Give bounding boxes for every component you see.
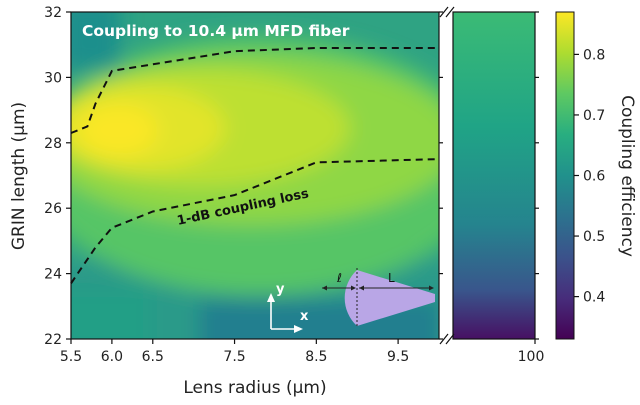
right-axes-frame <box>452 11 536 340</box>
contour-lower <box>70 158 440 284</box>
colorbar-tick-label: 0.8 <box>583 47 605 63</box>
x-axis-label: Lens radius (μm) <box>183 378 326 398</box>
y-tick-label: 28 <box>44 136 62 152</box>
colorbar-tick-label: 0.4 <box>583 290 605 306</box>
y-axis-label: GRIN length (μm) <box>9 102 29 250</box>
inset-label-l: ℓ <box>336 271 342 285</box>
axis-break-marks <box>439 6 455 345</box>
colorbar-tick-label: 0.6 <box>583 169 605 185</box>
y-tick-label: 22 <box>44 332 62 348</box>
main-axes-frame <box>70 11 440 340</box>
colorbar <box>555 11 575 340</box>
x-tick-label: 6.5 <box>142 349 164 365</box>
x-tick-label: 8.5 <box>305 349 327 365</box>
x-indicator-label: x <box>300 309 309 324</box>
colorbar-tick-label: 0.5 <box>583 229 605 245</box>
x-tick-label: 6.0 <box>101 349 123 365</box>
y-tick-label: 24 <box>44 267 62 283</box>
lens-inset: ℓ L <box>322 268 435 328</box>
y-tick-label: 32 <box>44 5 62 21</box>
heatmap-main <box>71 12 439 339</box>
plot-title: Coupling to 10.4 µm MFD fiber <box>82 22 350 40</box>
right-panel-ticks: 100 <box>518 11 545 365</box>
y-tick-label: 30 <box>44 70 62 86</box>
inset-label-L: L <box>388 271 395 285</box>
x-tick-label: 7.5 <box>223 349 245 365</box>
xy-axis-indicator: y x <box>267 282 309 333</box>
contour-upper <box>70 47 439 134</box>
x-tick-label: 9.5 <box>387 349 409 365</box>
heatmap-right-panel <box>453 12 535 339</box>
y-indicator-label: y <box>276 282 285 297</box>
colorbar-label: Coupling efficiency <box>617 95 637 257</box>
colorbar-ticks: 0.4 0.5 0.6 0.7 0.8 <box>574 47 605 306</box>
y-ticks: 22 24 26 28 30 32 <box>44 5 443 348</box>
x-ticks: 5.5 6.0 6.5 7.5 8.5 9.5 <box>60 339 409 365</box>
right-x-tick-label: 100 <box>518 349 545 365</box>
y-tick-label: 26 <box>44 201 62 217</box>
x-tick-label: 5.5 <box>60 349 82 365</box>
colorbar-tick-label: 0.7 <box>583 108 605 124</box>
